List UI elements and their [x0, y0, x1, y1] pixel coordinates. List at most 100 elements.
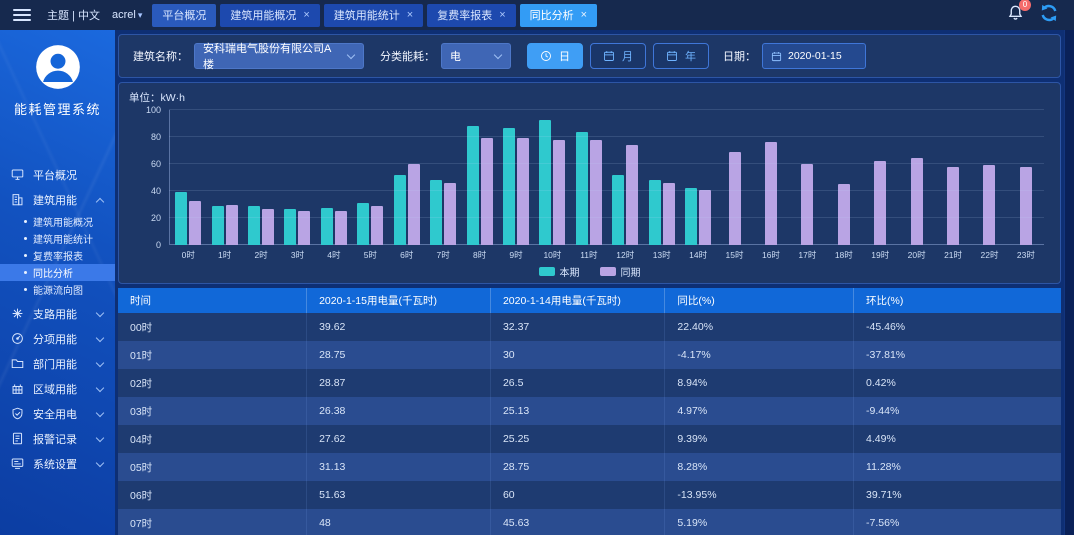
tab-close-icon[interactable]: ×	[303, 8, 310, 21]
y-axis-tick-label: 60	[150, 159, 161, 169]
table-cell: 8.28%	[664, 453, 855, 481]
calendar-icon	[666, 50, 678, 62]
legend-item-同期[interactable]: 同期	[599, 264, 641, 279]
bar-同期-1时	[225, 204, 238, 245]
period-button-month[interactable]: 月	[590, 43, 646, 69]
sidebar-item-yoy-analysis[interactable]: 同比分析	[0, 264, 115, 281]
table-cell: 00时	[118, 313, 308, 341]
bars	[680, 110, 716, 245]
y-axis-tick-label: 0	[155, 240, 161, 250]
tab-building-energy-overview[interactable]: 建筑用能概况 ×	[220, 3, 320, 27]
sidebar-item-building-energy[interactable]: 建筑用能	[0, 187, 115, 212]
x-axis-tick-label: 4时	[327, 250, 341, 260]
x-axis-tick-label: 16时	[761, 250, 780, 260]
sidebar-item-tariff-report[interactable]: 复费率报表	[0, 247, 115, 264]
sidebar-item-alarm-records[interactable]: 报警记录	[0, 426, 115, 451]
sidebar-item-electrical-safety[interactable]: 安全用电	[0, 401, 115, 426]
bar-同期-23时	[1019, 167, 1032, 245]
sidebar: 能耗管理系统 平台概况 建筑用能 建筑用能概况 建筑用能统计 复费率报表 同比分析 能源流向…	[0, 30, 115, 535]
tab-label: 建筑用能统计	[333, 10, 400, 22]
user-menu[interactable]: acrel ▾	[112, 9, 142, 21]
x-axis-tick-label: 7时	[436, 250, 450, 260]
bar-同期-10时	[553, 139, 566, 245]
notification-badge: 0	[1019, 0, 1031, 11]
table-cell: 30	[490, 341, 666, 369]
table-cell: -13.95%	[664, 481, 855, 509]
tab-yoy-analysis[interactable]: 同比分析 ×	[519, 3, 598, 27]
bars	[716, 110, 752, 245]
tab-tariff-report[interactable]: 复费率报表 ×	[427, 3, 516, 27]
table-cell: 26.38	[306, 397, 491, 425]
sidebar-item-region-energy[interactable]: 区域用能	[0, 376, 115, 401]
bars	[170, 110, 206, 245]
energy-type-value: 电	[450, 51, 461, 63]
tab-close-icon[interactable]: ×	[406, 8, 414, 21]
bar-同期-22时	[983, 164, 996, 245]
x-axis-tick-label: 14时	[689, 250, 708, 260]
sidebar-item-category-energy[interactable]: 分项用能	[0, 326, 115, 351]
energy-type-select[interactable]: 电	[441, 43, 511, 69]
refresh-icon	[1040, 4, 1058, 26]
tab-close-icon[interactable]: ×	[580, 8, 588, 21]
notifications-button[interactable]: 0	[1007, 0, 1031, 26]
sidebar-item-label: 报警记录	[33, 433, 77, 446]
sidebar-item-branch-energy[interactable]: 支路用能	[0, 301, 115, 326]
tab-label: 建筑用能概况	[230, 10, 297, 22]
building-select-value: 安科瑞电气股份有限公司A楼	[203, 43, 332, 71]
bar-本期-2时	[248, 206, 261, 245]
period-button-year[interactable]: 年	[653, 43, 709, 69]
legend-label: 同期	[620, 268, 641, 279]
bar-同期-20时	[910, 157, 923, 245]
chevron-down-icon: ▾	[137, 10, 143, 20]
table-row: 01时 28.75 30 -4.17% -37.81%	[118, 341, 1061, 369]
refresh-button[interactable]	[1040, 4, 1058, 27]
tab-close-icon[interactable]: ×	[499, 8, 506, 21]
table-cell: 07时	[118, 509, 308, 535]
menu-toggle-icon[interactable]	[13, 9, 31, 21]
bell-icon	[1007, 5, 1024, 25]
bar-group-9时: 9时	[498, 110, 534, 263]
table-cell: 60	[490, 481, 666, 509]
sidebar-item-label: 建筑用能统计	[33, 235, 93, 246]
tab-platform-overview[interactable]: 平台概况	[152, 3, 217, 27]
bar-本期-5时	[357, 202, 370, 245]
sidebar-item-platform-overview[interactable]: 平台概况	[0, 162, 115, 187]
chevron-up-icon	[96, 196, 104, 204]
table-cell: 26.5	[490, 369, 666, 397]
vertical-scrollbar[interactable]	[1064, 30, 1074, 535]
table-cell: 05时	[118, 453, 308, 481]
theme-language-switch[interactable]: 主题 | 中文	[47, 10, 100, 22]
date-label: 日期：	[723, 51, 756, 63]
bar-同期-5时	[371, 206, 384, 245]
monitor-icon	[11, 168, 25, 182]
filter-bar: 建筑名称： 安科瑞电气股份有限公司A楼 分类能耗： 电 日 月 年 日期： 2020…	[118, 34, 1061, 78]
table-cell: 8.94%	[664, 369, 855, 397]
sidebar-item-department-energy[interactable]: 部门用能	[0, 351, 115, 376]
chart-panel: 单位：kW·h 0时 1时 2时 3时 4时 5时 6时 7时 8时 9时 10时 11时 12时 13时…	[118, 82, 1061, 284]
bar-同期-21时	[947, 167, 960, 245]
x-axis-tick-label: 12时	[616, 250, 635, 260]
bar-同期-12时	[626, 145, 639, 245]
tab-bar: 平台概况 建筑用能概况 × 建筑用能统计 × 复费率报表 × 同比分析 ×	[152, 0, 598, 30]
legend-item-本期[interactable]: 本期	[538, 264, 580, 279]
x-axis-tick-label: 1时	[218, 250, 232, 260]
bar-同期-17时	[801, 164, 814, 245]
sidebar-item-energy-flow[interactable]: 能源流向图	[0, 281, 115, 298]
bar-本期-8时	[466, 125, 479, 245]
comparison-table: 时间 2020-1-15用电量(千瓦时) 2020-1-14用电量(千瓦时) 同比(%…	[118, 288, 1061, 535]
sidebar-item-building-energy-overview[interactable]: 建筑用能概况	[0, 213, 115, 230]
settings-icon	[11, 457, 25, 471]
sidebar-item-building-energy-stats[interactable]: 建筑用能统计	[0, 230, 115, 247]
alarm-doc-icon	[11, 432, 25, 446]
chevron-down-icon	[347, 52, 355, 60]
tab-building-energy-stats[interactable]: 建筑用能统计 ×	[323, 3, 424, 27]
x-axis-tick-label: 21时	[944, 250, 963, 260]
period-button-day[interactable]: 日	[527, 43, 583, 69]
y-axis-tick-label: 100	[145, 105, 161, 115]
building-select[interactable]: 安科瑞电气股份有限公司A楼	[194, 43, 364, 71]
table-row: 07时 48 45.63 5.19% -7.56%	[118, 509, 1061, 535]
table-cell: 11.28%	[853, 453, 1061, 481]
avatar[interactable]	[35, 44, 81, 90]
date-input[interactable]: 2020-01-15	[762, 43, 866, 69]
sidebar-item-system-settings[interactable]: 系统设置	[0, 451, 115, 476]
